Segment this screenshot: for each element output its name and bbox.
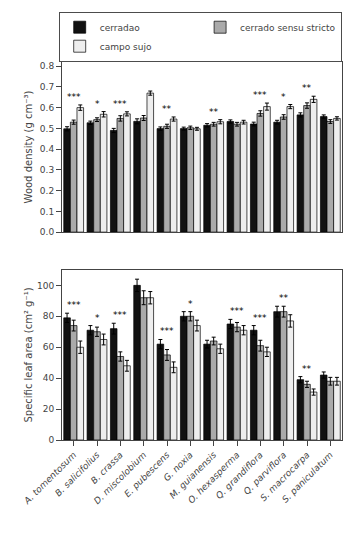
svg-text:0.5: 0.5 bbox=[40, 124, 54, 134]
svg-text:B. crassa: B. crassa bbox=[89, 450, 125, 486]
svg-text:S. paniculatum: S. paniculatum bbox=[280, 450, 335, 505]
svg-text:**: ** bbox=[302, 83, 312, 93]
svg-text:***: *** bbox=[113, 99, 127, 109]
svg-text:0.3: 0.3 bbox=[40, 165, 54, 175]
svg-text:B. salicifolius: B. salicifolius bbox=[53, 450, 102, 499]
svg-text:cerradao: cerradao bbox=[100, 23, 140, 33]
svg-text:campo sujo: campo sujo bbox=[100, 42, 152, 52]
svg-text:***: *** bbox=[230, 306, 244, 316]
svg-text:Specific leaf area (cm² g⁻¹): Specific leaf area (cm² g⁻¹) bbox=[23, 287, 34, 422]
svg-text:A. tomentosum: A. tomentosum bbox=[21, 450, 78, 507]
svg-text:E. pubescens: E. pubescens bbox=[122, 450, 171, 499]
svg-text:***: *** bbox=[67, 92, 81, 102]
svg-text:cerrado sensu stricto: cerrado sensu stricto bbox=[240, 23, 335, 33]
svg-text:0.2: 0.2 bbox=[40, 186, 54, 196]
svg-text:**: ** bbox=[279, 293, 289, 303]
svg-text:0.0: 0.0 bbox=[40, 227, 55, 237]
svg-text:**: ** bbox=[162, 104, 172, 114]
svg-text:**: ** bbox=[302, 364, 312, 374]
svg-text:100: 100 bbox=[37, 281, 54, 291]
svg-text:**: ** bbox=[209, 107, 219, 117]
svg-text:0.6: 0.6 bbox=[40, 103, 55, 113]
svg-text:O. hexasperma: O. hexasperma bbox=[186, 450, 241, 505]
svg-text:S. macrocarpa: S. macrocarpa bbox=[258, 450, 311, 503]
svg-text:D. miscolobium: D. miscolobium bbox=[92, 450, 149, 507]
svg-text:Q. grandiflora: Q. grandiflora bbox=[214, 450, 265, 501]
svg-text:***: *** bbox=[160, 326, 174, 336]
svg-text:0: 0 bbox=[48, 435, 54, 445]
svg-text:***: *** bbox=[67, 300, 81, 310]
svg-text:*: * bbox=[281, 92, 286, 102]
svg-text:M. guianensis: M. guianensis bbox=[168, 450, 219, 501]
svg-text:***: *** bbox=[113, 310, 127, 320]
svg-text:40: 40 bbox=[43, 373, 55, 383]
svg-text:*: * bbox=[95, 313, 100, 323]
svg-text:***: *** bbox=[253, 313, 267, 323]
svg-text:Wood density (g cm⁻³): Wood density (g cm⁻³) bbox=[23, 91, 34, 204]
svg-text:*: * bbox=[95, 99, 100, 109]
svg-text:60: 60 bbox=[43, 342, 55, 352]
svg-text:*: * bbox=[188, 299, 193, 309]
svg-text:0.1: 0.1 bbox=[40, 207, 54, 217]
svg-text:20: 20 bbox=[43, 404, 55, 414]
svg-text:G. noxia: G. noxia bbox=[162, 450, 195, 483]
svg-text:Q. parviflora: Q. parviflora bbox=[242, 450, 289, 497]
svg-text:***: *** bbox=[253, 90, 267, 100]
svg-text:0.7: 0.7 bbox=[40, 82, 54, 92]
svg-text:0.8: 0.8 bbox=[40, 61, 55, 71]
svg-text:80: 80 bbox=[43, 311, 55, 321]
svg-text:0.4: 0.4 bbox=[40, 144, 55, 154]
